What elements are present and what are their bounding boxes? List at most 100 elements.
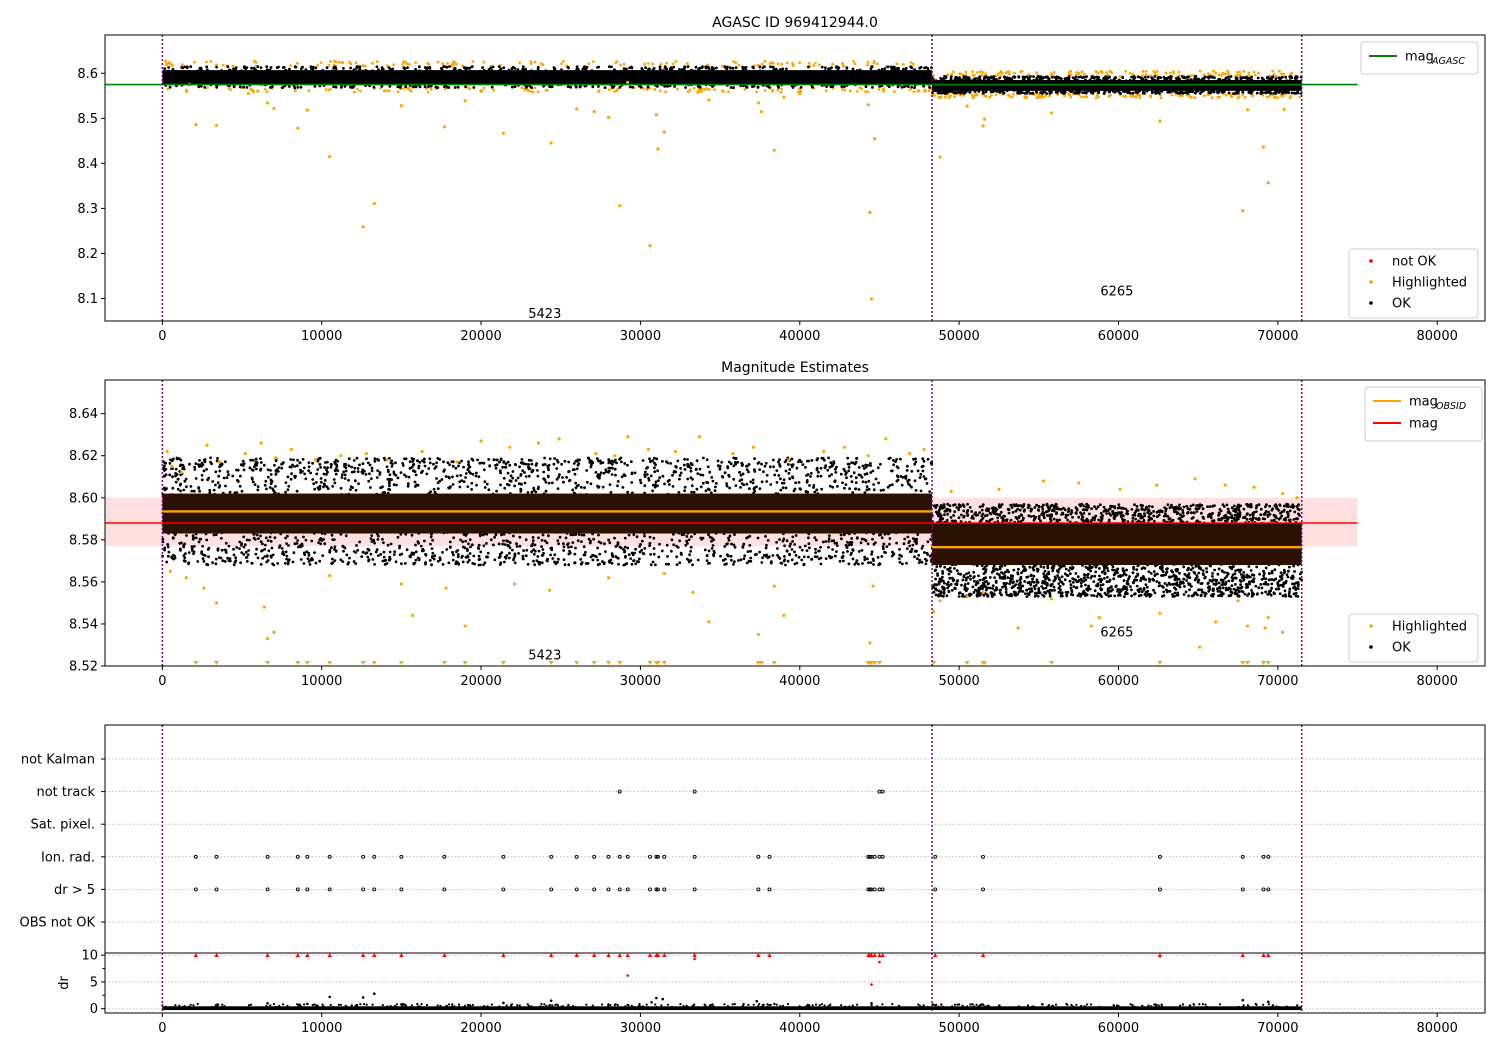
magnitude-ok-point	[174, 472, 178, 475]
agasc-ok-point	[1224, 80, 1228, 84]
agasc-highlighted-point	[1273, 95, 1277, 99]
magnitude-ok-point	[238, 547, 241, 550]
magnitude-ok-point	[416, 540, 420, 543]
magnitude-ok-point	[497, 542, 501, 546]
agasc-ok-point	[243, 65, 246, 69]
magnitude-ok-point	[430, 563, 433, 567]
magnitude-ok-point	[248, 466, 252, 470]
agasc-highlighted-point	[912, 90, 916, 94]
agasc-ok-point	[603, 80, 607, 84]
magnitude-ok-point	[743, 554, 747, 558]
magnitude-ok-point	[422, 460, 426, 464]
magnitude-ok-point	[599, 461, 603, 465]
magnitude-ok-point	[498, 554, 502, 558]
agasc-ok-point	[1118, 78, 1121, 82]
agasc-ok-point	[277, 81, 281, 84]
magnitude-ok-point	[382, 555, 386, 559]
agasc-ok-points	[930, 75, 1303, 95]
magnitude-ok-point	[292, 458, 295, 462]
magnitude-ok-point	[751, 481, 755, 485]
magnitude-ok-point	[513, 463, 517, 466]
agasc-ok-point	[639, 85, 643, 89]
agasc-ok-point	[1266, 91, 1270, 94]
magnitude-ok-point	[784, 486, 788, 490]
agasc-ok-point	[672, 79, 675, 83]
agasc-ok-point	[975, 88, 979, 92]
magnitude-ok-point	[761, 556, 764, 560]
magnitude-ok-point	[520, 482, 523, 486]
agasc-ok-point	[897, 69, 901, 73]
agasc-ok-point	[1227, 91, 1231, 95]
magnitude-ok-point	[853, 562, 857, 566]
agasc-ok-point	[404, 77, 407, 81]
agasc-ok-point	[658, 65, 662, 69]
agasc-ok-point	[1097, 91, 1100, 95]
magnitude-ok-point	[166, 545, 170, 549]
agasc-ok-point	[1210, 75, 1214, 79]
magnitude-ok-point	[748, 544, 752, 547]
magnitude-ok-point	[531, 536, 535, 539]
magnitude-ok-point	[638, 478, 642, 482]
agasc-ok-point	[877, 71, 881, 75]
magnitude-ok-point	[655, 457, 659, 461]
magnitude-ok-point	[207, 546, 211, 550]
magnitude-ok-point	[254, 457, 258, 461]
magnitude-ok-point	[414, 473, 418, 477]
agasc-ok-point	[909, 65, 913, 69]
agasc-ok-point	[332, 66, 336, 70]
agasc-highlighted-point	[780, 62, 784, 66]
magnitude-ok-point	[734, 462, 737, 466]
magnitude-ok-point	[349, 488, 352, 491]
agasc-ok-point	[1278, 79, 1281, 83]
magnitude-ok-point	[571, 533, 575, 537]
agasc-ok-point	[772, 68, 776, 72]
magnitude-ok-point	[360, 555, 364, 558]
agasc-ok-point	[864, 85, 868, 88]
agasc-ok-point	[1161, 80, 1165, 84]
magnitude-ok-point	[266, 539, 270, 542]
agasc-ok-point	[1248, 86, 1251, 89]
agasc-ok-point	[686, 73, 690, 76]
magnitude-ok-point	[460, 459, 463, 463]
magnitude-ok-point	[851, 557, 855, 561]
magnitude-ok-point	[174, 467, 178, 471]
magnitude-ok-point	[501, 542, 504, 546]
magnitude-ok-point	[881, 545, 885, 548]
magnitude-ok-point	[367, 479, 371, 483]
magnitude-ok-point	[599, 541, 603, 545]
agasc-ok-point	[987, 79, 991, 82]
agasc-ok-point	[681, 71, 684, 74]
agasc-ok-point	[951, 86, 955, 90]
magnitude-ok-point	[630, 481, 634, 484]
magnitude-ok-point	[187, 562, 191, 566]
magnitude-ok-point	[786, 559, 790, 563]
agasc-ok-point	[1048, 92, 1052, 95]
magnitude-ok-point	[316, 459, 320, 463]
magnitude-ok-point	[782, 481, 786, 485]
magnitude-ok-point	[857, 466, 861, 469]
magnitude-ok-point	[876, 556, 880, 559]
magnitude-ok-point	[654, 483, 657, 487]
magnitude-ok-point	[872, 483, 875, 486]
magnitude-ok-point	[219, 464, 223, 467]
agasc-ok-point	[934, 88, 938, 92]
agasc-ok-point	[1217, 90, 1221, 93]
magnitude-ok-point	[800, 558, 804, 562]
agasc-ok-point	[968, 86, 972, 90]
magnitude-ok-point	[356, 548, 360, 552]
magnitude-ok-point	[394, 560, 398, 564]
magnitude-ok-point	[727, 475, 731, 478]
magnitude-ok-point	[749, 480, 753, 484]
agasc-ok-point	[982, 77, 986, 81]
magnitude-ok-point	[553, 457, 556, 460]
agasc-ok-point	[1174, 87, 1178, 91]
agasc-ok-point	[1231, 87, 1235, 91]
magnitude-ok-point	[756, 536, 760, 540]
agasc-ok-point	[840, 85, 844, 88]
agasc-highlighted-point	[782, 95, 786, 99]
agasc-ok-point	[1298, 87, 1302, 91]
agasc-obsid-label: 6265	[1100, 285, 1133, 300]
magnitude-ok-point	[651, 483, 655, 487]
magnitude-ok-point	[629, 557, 633, 560]
